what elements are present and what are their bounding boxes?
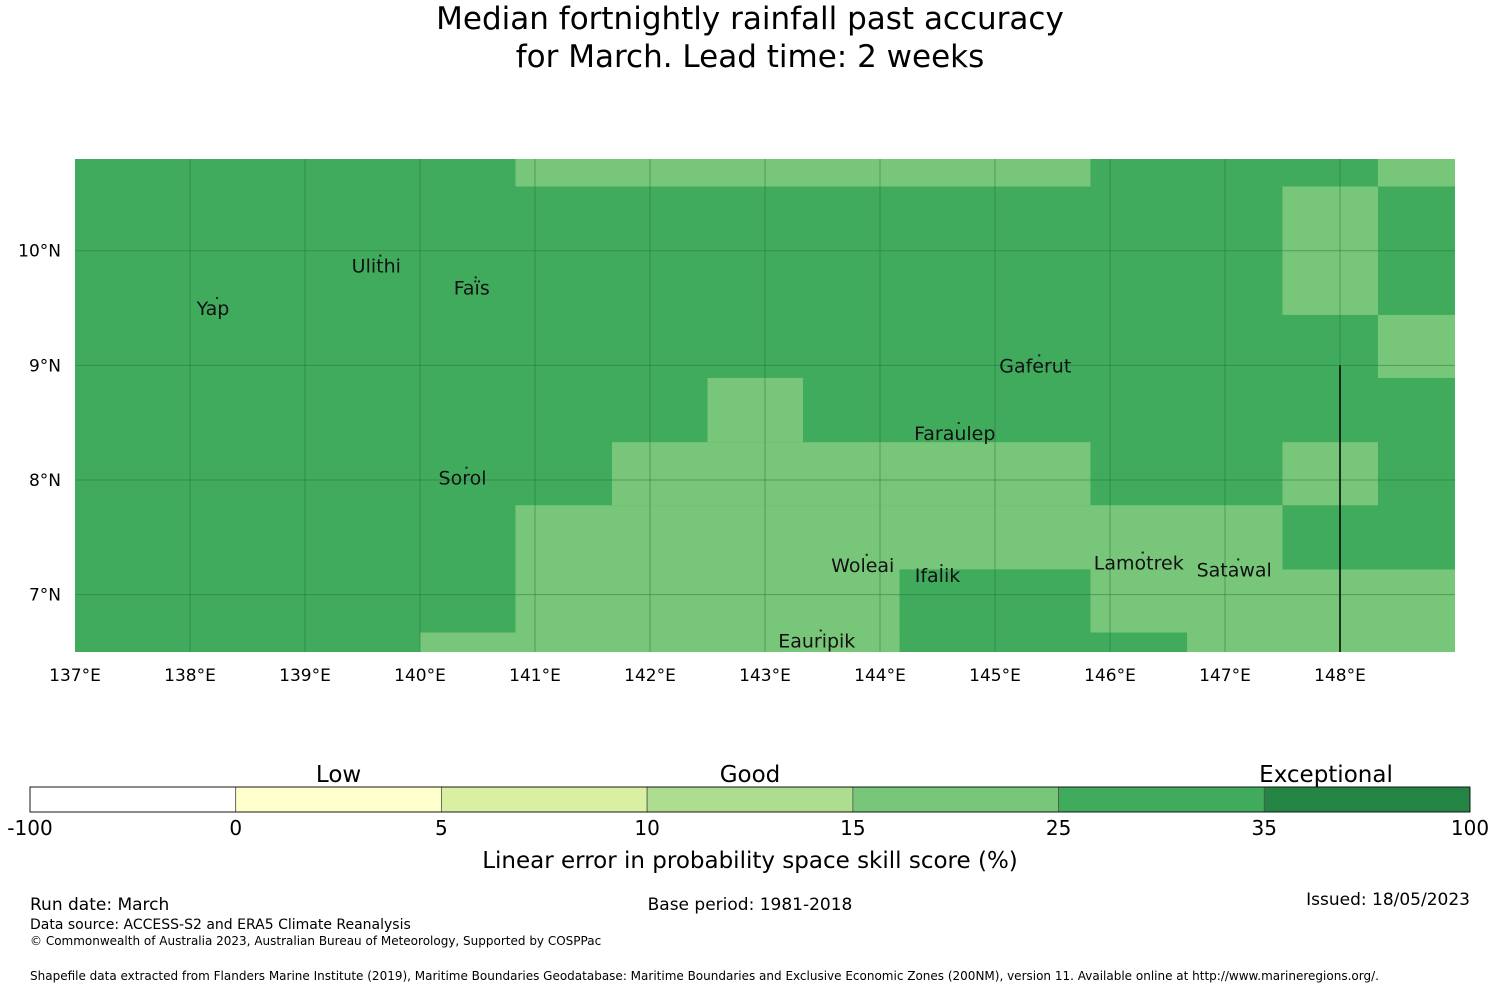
skill-cell [1282, 442, 1378, 506]
place-label: Faraulep [914, 423, 995, 445]
colorbar-tick-label: 15 [840, 816, 865, 840]
island-marker [1141, 551, 1144, 554]
copyright: © Commonwealth of Australia 2023, Austra… [30, 934, 602, 948]
x-tick-label: 142°E [624, 666, 676, 686]
colorbar-category-label: Exceptional [1259, 762, 1393, 788]
title-line-1: Median fortnightly rainfall past accurac… [436, 1, 1064, 37]
place-label: Woleai [831, 555, 894, 577]
map-panel: 137°E 138°E 139°E 140°E 141°E 142°E 143°E 144°E… [18, 159, 1455, 686]
colorbar-outline [29, 786, 1471, 813]
skill-cell [515, 159, 1091, 187]
skill-cell [1282, 186, 1378, 315]
data-source: Data source: ACCESS-S2 and ERA5 Climate … [30, 917, 411, 933]
x-tick-label: 147°E [1199, 666, 1251, 686]
skill-cell [420, 632, 516, 652]
place-label: Lamotrek [1094, 553, 1184, 575]
x-tick-label: 144°E [854, 666, 906, 686]
x-tick-label: 146°E [1084, 666, 1136, 686]
chart-title: Median fortnightly rainfall past accurac… [0, 0, 1500, 76]
colorbar-bin [1263, 786, 1471, 813]
place-label: Sorol [439, 468, 487, 490]
x-tick-label: 141°E [509, 666, 561, 686]
colorbar-axis-label: Linear error in probability space skill … [482, 848, 1018, 874]
x-tick-label: 148°E [1314, 666, 1366, 686]
shapefile-credit: Shapefile data extracted from Flanders M… [30, 969, 1379, 983]
place-label: Ifalik [915, 565, 961, 587]
colorbar-bin [29, 786, 237, 813]
colorbar-category-label: Good [720, 762, 781, 788]
y-tick-label: 10°N [18, 242, 61, 262]
colorbar-bin [441, 786, 648, 813]
island-marker [865, 553, 868, 557]
y-tick-label: 7°N [29, 586, 61, 606]
place-label: Ulithi [352, 256, 401, 278]
x-tick-label: 139°E [279, 666, 331, 686]
island-marker [465, 466, 468, 469]
colorbar-bin [235, 786, 442, 813]
skill-cell [1377, 159, 1455, 187]
place-label: Gaferut [999, 355, 1071, 377]
place-label: Yap [196, 298, 230, 320]
colorbar-tick-label: -100 [7, 816, 52, 840]
colorbar-bin [852, 786, 1059, 813]
x-tick-label: 137°E [49, 666, 101, 686]
island-marker [957, 421, 960, 425]
place-label: Eauripik [778, 631, 855, 653]
colorbar-tick-label: 5 [435, 816, 448, 840]
skill-cell [1090, 632, 1188, 652]
colorbar-category-label: Low [316, 762, 361, 788]
colorbar-tick-label: 10 [634, 816, 659, 840]
colorbar-bin [646, 786, 854, 813]
issued-date: Issued: 18/05/2023 [1306, 890, 1470, 910]
x-tick-label: 138°E [164, 666, 216, 686]
colorbar-tick-label: 25 [1046, 816, 1071, 840]
y-tick-label: 8°N [29, 471, 61, 491]
skill-cell [899, 569, 1091, 633]
skill-cell [515, 505, 1283, 570]
colorbar-tick-label: 100 [1451, 816, 1489, 840]
island-marker [474, 276, 477, 279]
x-tick-label: 143°E [739, 666, 791, 686]
skill-cell [1377, 314, 1455, 378]
island-marker [379, 254, 382, 257]
run-date: Run date: March [30, 895, 170, 915]
x-tick-label: 140°E [394, 666, 446, 686]
y-tick-label: 9°N [29, 356, 61, 376]
skill-cell [515, 569, 900, 652]
colorbar-tick-label: 35 [1252, 816, 1277, 840]
island-marker [1038, 354, 1041, 357]
base-period: Base period: 1981-2018 [647, 895, 853, 915]
island-marker [940, 563, 943, 567]
colorbar: -100 0 5 10 15 25 35 100 Low Good Exceptional Linea… [7, 762, 1489, 874]
island-marker [1237, 558, 1240, 561]
skill-cell [707, 377, 803, 443]
island-marker [819, 629, 822, 632]
place-label: Satawal [1197, 559, 1272, 581]
skill-cell [612, 442, 1091, 506]
x-tick-label: 145°E [969, 666, 1021, 686]
colorbar-bin [1058, 786, 1265, 813]
colorbar-tick-label: 0 [229, 816, 242, 840]
title-line-2: for March. Lead time: 2 weeks [515, 39, 985, 75]
place-label: Faïs [454, 277, 490, 299]
island-marker [215, 296, 219, 300]
